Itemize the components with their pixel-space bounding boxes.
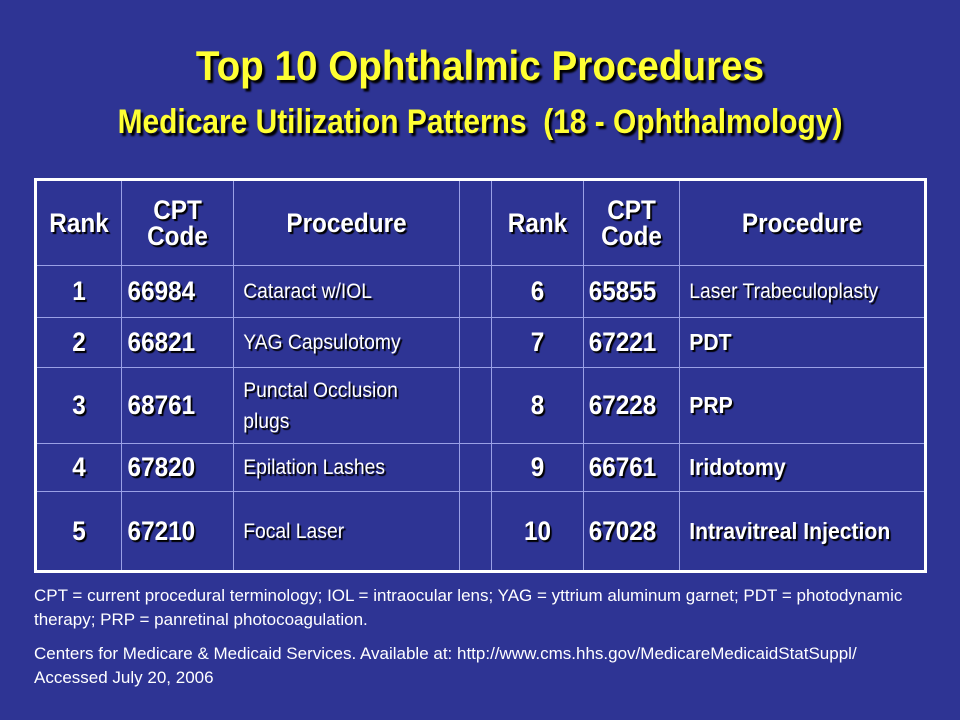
rank-cell: 4: [35, 443, 122, 492]
procedure-cell-highlighted: Intravitreal Injection: [679, 491, 926, 572]
header-cpt-code: CPT Code: [121, 179, 234, 266]
rank-cell: 7: [491, 317, 584, 368]
footnotes: CPT = current procedural terminology; IO…: [34, 584, 934, 690]
rank-cell: 1: [35, 265, 122, 318]
spacer-cell: [459, 443, 492, 492]
cpt-code-cell: 65855: [583, 265, 680, 318]
spacer-cell: [459, 179, 492, 266]
spacer-cell: [459, 491, 492, 572]
procedures-table: Rank CPT Code Procedure Rank CPT Code Proc…: [34, 178, 927, 573]
cpt-code-cell: 67221: [583, 317, 680, 368]
cpt-code-cell: 66821: [121, 317, 234, 368]
procedure-cell: YAG Capsulotomy: [233, 317, 460, 368]
spacer-cell: [459, 367, 492, 444]
procedure-cell: PDT: [679, 317, 926, 368]
procedure-cell: Cataract w/IOL: [233, 265, 460, 318]
table-row: 4 67820 Epilation Lashes 9 66761 Iridoto…: [35, 443, 926, 492]
header-rank: Rank: [491, 179, 584, 266]
table-row: 2 66821 YAG Capsulotomy 7 67221 PDT: [35, 317, 926, 368]
spacer-cell: [459, 265, 492, 318]
cpt-code-cell: 67228: [583, 367, 680, 444]
cpt-code-cell-highlighted: 67028: [583, 491, 680, 572]
cpt-code-cell: 67210: [121, 491, 234, 572]
rank-cell: 6: [491, 265, 584, 318]
table-header-row: Rank CPT Code Procedure Rank CPT Code Proc…: [35, 179, 926, 266]
rank-cell-highlighted: 10: [491, 491, 584, 572]
rank-cell: 3: [35, 367, 122, 444]
procedure-cell: Epilation Lashes: [233, 443, 460, 492]
abbreviations-note: CPT = current procedural terminology; IO…: [34, 586, 903, 629]
rank-cell: 9: [491, 443, 584, 492]
table-row: 5 67210 Focal Laser 10 67028 Intravitrea…: [35, 491, 926, 572]
cpt-code-cell: 68761: [121, 367, 234, 444]
table-row: 1 66984 Cataract w/IOL 6 65855 Laser Tra…: [35, 265, 926, 318]
header-rank: Rank: [35, 179, 122, 266]
source-citation: Centers for Medicare & Medicaid Services…: [34, 644, 857, 687]
procedure-cell: Punctal Occlusion plugs: [233, 367, 460, 444]
cpt-code-cell: 66984: [121, 265, 234, 318]
slide-title: Top 10 Ophthalmic Procedures: [195, 42, 765, 89]
header-cpt-code: CPT Code: [583, 179, 680, 266]
header-procedure: Procedure: [233, 179, 460, 266]
cpt-code-cell: 67820: [121, 443, 234, 492]
procedure-cell: Focal Laser: [233, 491, 460, 572]
spacer-cell: [459, 317, 492, 368]
cpt-code-cell: 66761: [583, 443, 680, 492]
rank-cell: 5: [35, 491, 122, 572]
procedure-cell: Laser Trabeculoplasty: [679, 265, 926, 318]
rank-cell: 8: [491, 367, 584, 444]
table-row: 3 68761 Punctal Occlusion plugs 8 67228 …: [35, 367, 926, 444]
rank-cell: 2: [35, 317, 122, 368]
procedure-cell: Iridotomy: [679, 443, 926, 492]
header-procedure: Procedure: [679, 179, 926, 266]
procedure-cell: PRP: [679, 367, 926, 444]
slide-subtitle: Medicare Utilization Patterns (18 - Opht…: [117, 103, 843, 141]
